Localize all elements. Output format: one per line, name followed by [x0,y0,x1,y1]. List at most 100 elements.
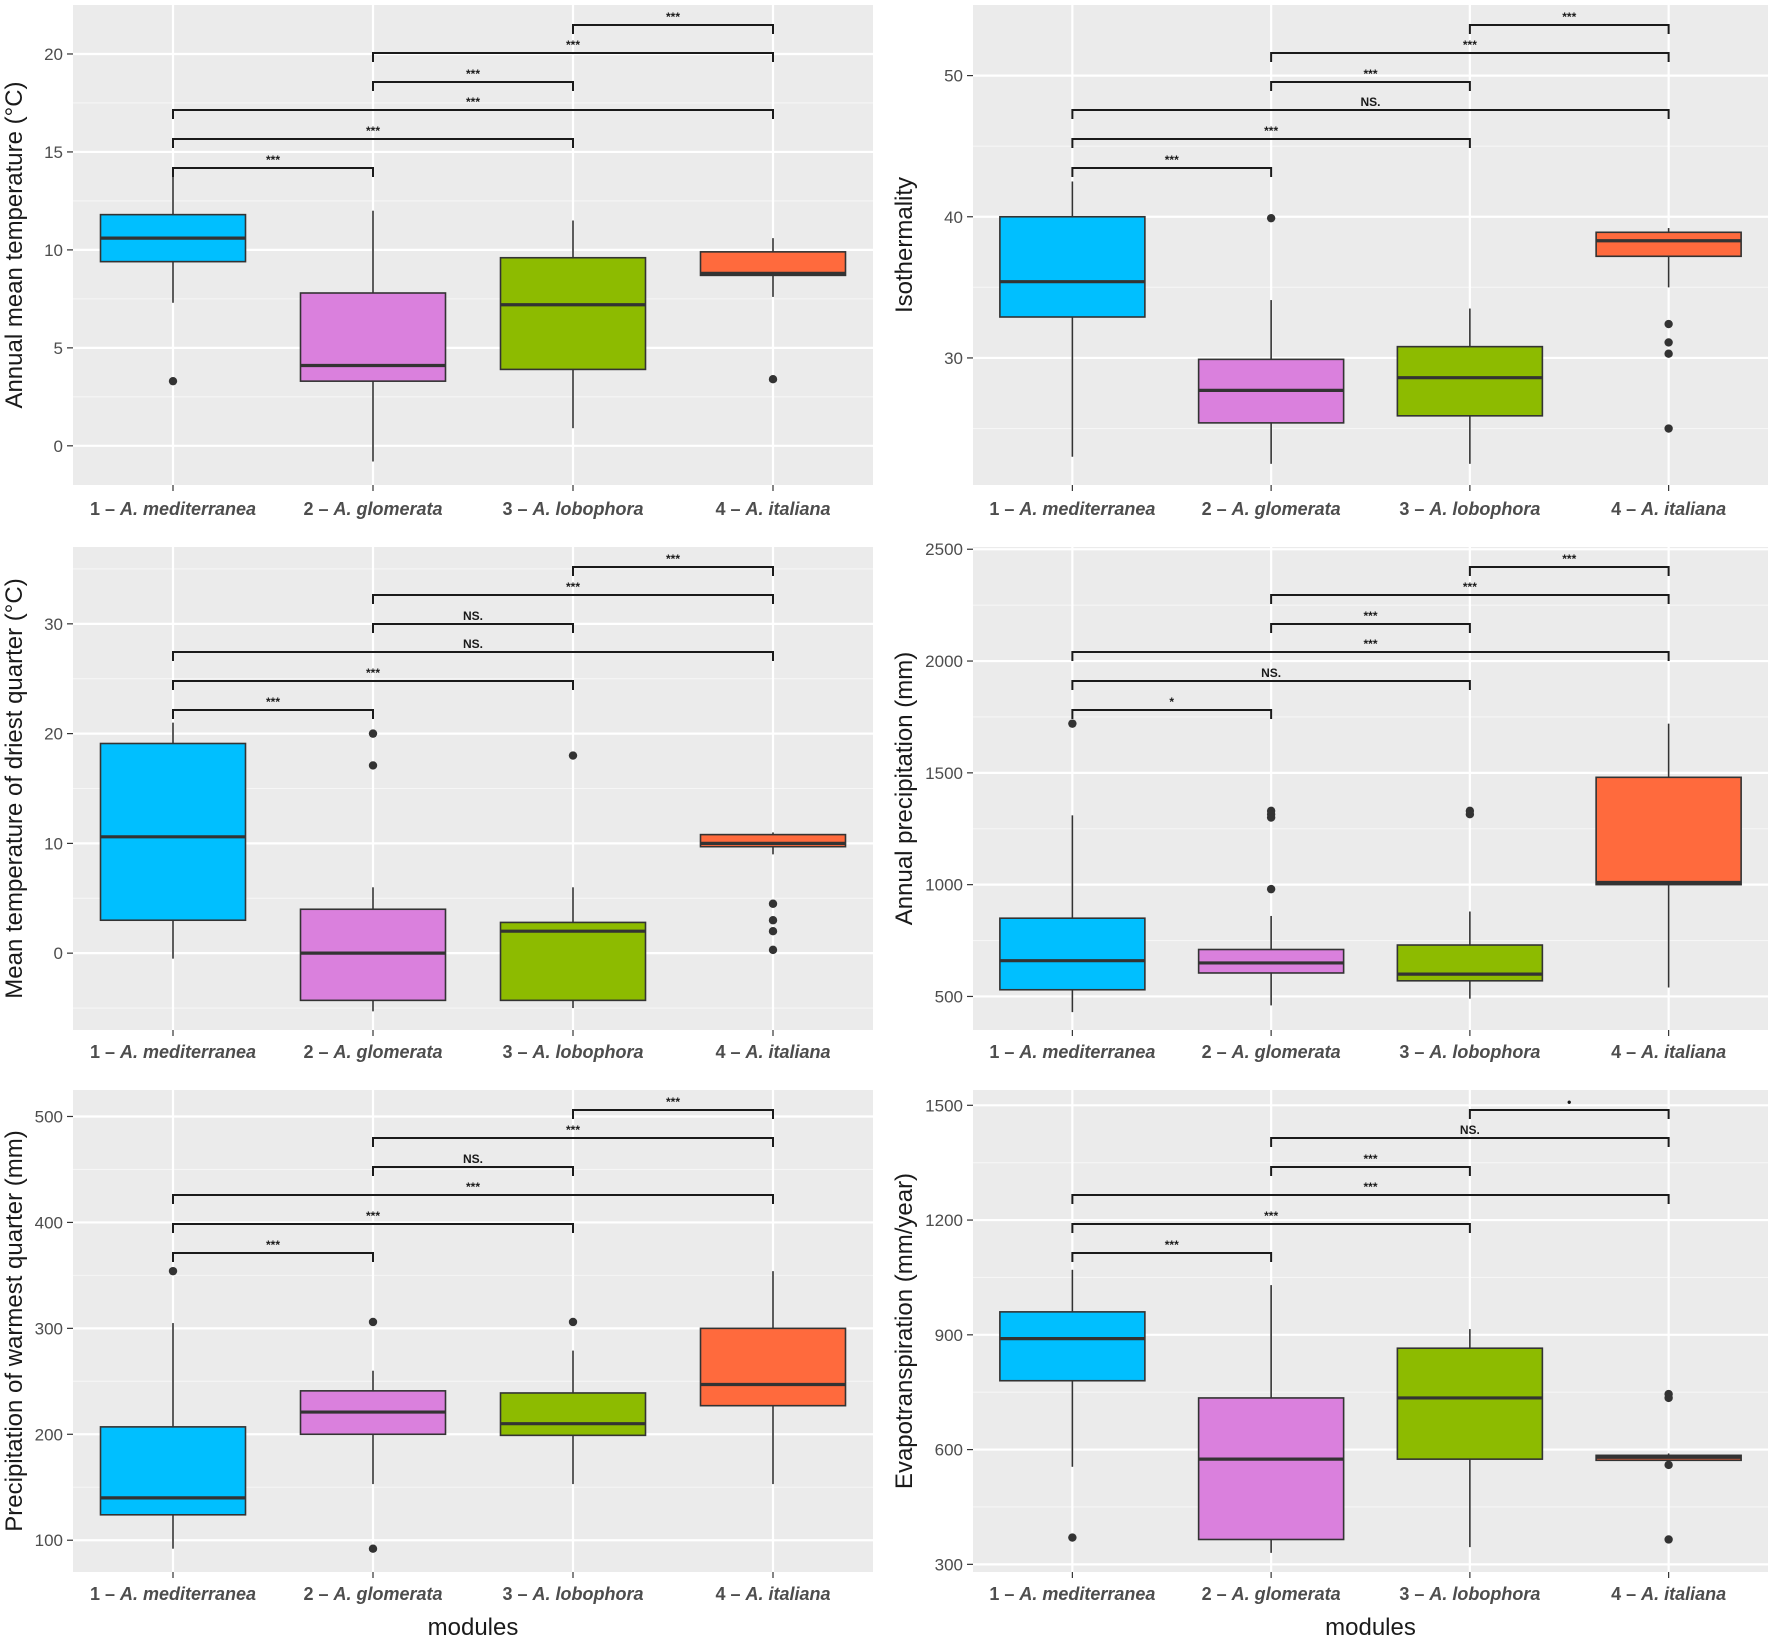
outlier-point [1266,884,1276,894]
significance-bracket [1071,1194,1670,1204]
outlier-point [768,945,778,955]
x-tick-label: 1 – A. mediterranea [90,1584,256,1604]
outlier-point [368,1544,378,1553]
outlier-point [368,729,378,738]
y-tick-label: 0 [54,944,63,963]
box-2 [1197,213,1345,464]
significance-bracket [1270,623,1471,633]
y-tick-label: 1500 [925,764,963,783]
significance-label: *** [1165,1238,1179,1252]
x-tick-label: 3 – A. lobophora [502,1584,643,1604]
significance-label: NS. [463,637,483,651]
significance-label: *** [1264,1209,1278,1223]
box-3 [499,1317,647,1485]
y-tick-label: 10 [44,834,63,853]
y-tick-label: 200 [35,1425,63,1444]
y-tick-label: 1500 [925,1096,963,1115]
y-tick-label: 2000 [925,652,963,671]
significance-label: *** [566,1123,580,1137]
box-iqr [499,256,647,371]
significance-label: *** [1562,552,1576,566]
significance-label: *** [466,1180,480,1194]
outlier-point [768,927,778,936]
box-2 [1197,1285,1345,1553]
significance-label: *** [1463,580,1477,594]
significance-bracket [572,566,774,576]
significance-bracket [1270,52,1670,62]
outlier-point [1664,1535,1673,1544]
x-tick-label: 2 – A. glomerata [1202,1042,1341,1062]
significance-label: *** [266,1238,280,1252]
box-iqr [99,742,247,922]
y-tick-label: 500 [935,987,963,1006]
significance-label: *** [1363,67,1377,81]
significance-label: * [1169,695,1174,709]
y-tick-label: 50 [944,67,963,86]
outlier-point [1664,1460,1673,1470]
significance-bracket [172,138,574,148]
y-tick-label: 1000 [925,876,963,895]
significance-label: • [1567,1095,1571,1109]
significance-bracket [1071,167,1273,177]
significance-label: *** [666,552,680,566]
y-tick-label: 1200 [925,1211,963,1230]
significance-bracket [572,24,774,34]
significance-label: *** [666,1095,680,1109]
box-iqr [1197,948,1345,974]
y-axis-title: Precipitation of warmest quarter (mm) [1,1130,28,1531]
outlier-point [1664,349,1673,358]
box-1 [99,175,247,386]
outlier-point [368,761,378,770]
significance-bracket [372,81,574,91]
y-tick-label: 600 [935,1441,963,1460]
outlier-point [568,1317,578,1327]
significance-bracket [172,651,774,661]
significance-bracket [172,109,774,119]
box-2 [299,210,447,462]
significance-label: NS. [1360,95,1380,109]
outlier-point [1664,319,1673,329]
box-4 [1595,228,1742,433]
x-tick-label: 4 – A. italiana [715,1584,830,1604]
outlier-point [368,1317,378,1327]
x-tick-label: 2 – A. glomerata [1202,1584,1341,1604]
panel-annual-mean-temp: 0 5 10 15 20 Annual mean temperature (°C) 1 – … [1,5,873,519]
box-1 [99,722,247,959]
y-tick-label: 900 [935,1326,963,1345]
outlier-point [768,375,778,384]
outlier-point [1068,719,1077,728]
significance-label: *** [466,95,480,109]
significance-label: *** [1264,124,1278,138]
outlier-point [1266,213,1276,223]
significance-label: *** [366,1209,380,1223]
significance-bracket [1270,1137,1670,1147]
x-tick-label: 4 – A. italiana [715,1042,830,1062]
outlier-point [1068,1533,1077,1542]
significance-bracket [1071,651,1670,661]
x-tick-label: 2 – A. glomerata [1202,499,1341,519]
y-axis-title: Evapotranspiration (mm/year) [891,1173,918,1489]
box-iqr [1197,1397,1345,1541]
box-iqr [999,917,1146,991]
significance-label: NS. [1460,1123,1480,1137]
y-tick-label: 15 [44,143,63,162]
significance-bracket [1270,594,1670,604]
significance-label: *** [566,38,580,52]
box-iqr [1595,776,1742,886]
x-tick-label: 4 – A. italiana [715,499,830,519]
y-tick-label: 30 [44,615,63,634]
panel-driest-quarter-temp: 0 10 20 30 Mean temperature of driest quarte… [1,547,873,1062]
significance-bracket [1468,1109,1670,1119]
significance-bracket [1071,1223,1471,1233]
significance-label: NS. [1261,666,1281,680]
box-4 [699,832,847,955]
x-tick-label: 3 – A. lobophora [1399,1584,1540,1604]
outlier-point [1266,813,1276,822]
box-iqr [299,908,447,1002]
outlier-point [1664,338,1673,347]
y-tick-label: 5 [54,339,63,358]
significance-label: *** [1463,38,1477,52]
y-axis-title: Annual mean temperature (°C) [1,81,28,408]
y-tick-label: 10 [44,241,63,260]
panel-evapotranspiration: 300 600 900 1200 1500 Evapotranspiration (mm/… [891,1090,1768,1641]
